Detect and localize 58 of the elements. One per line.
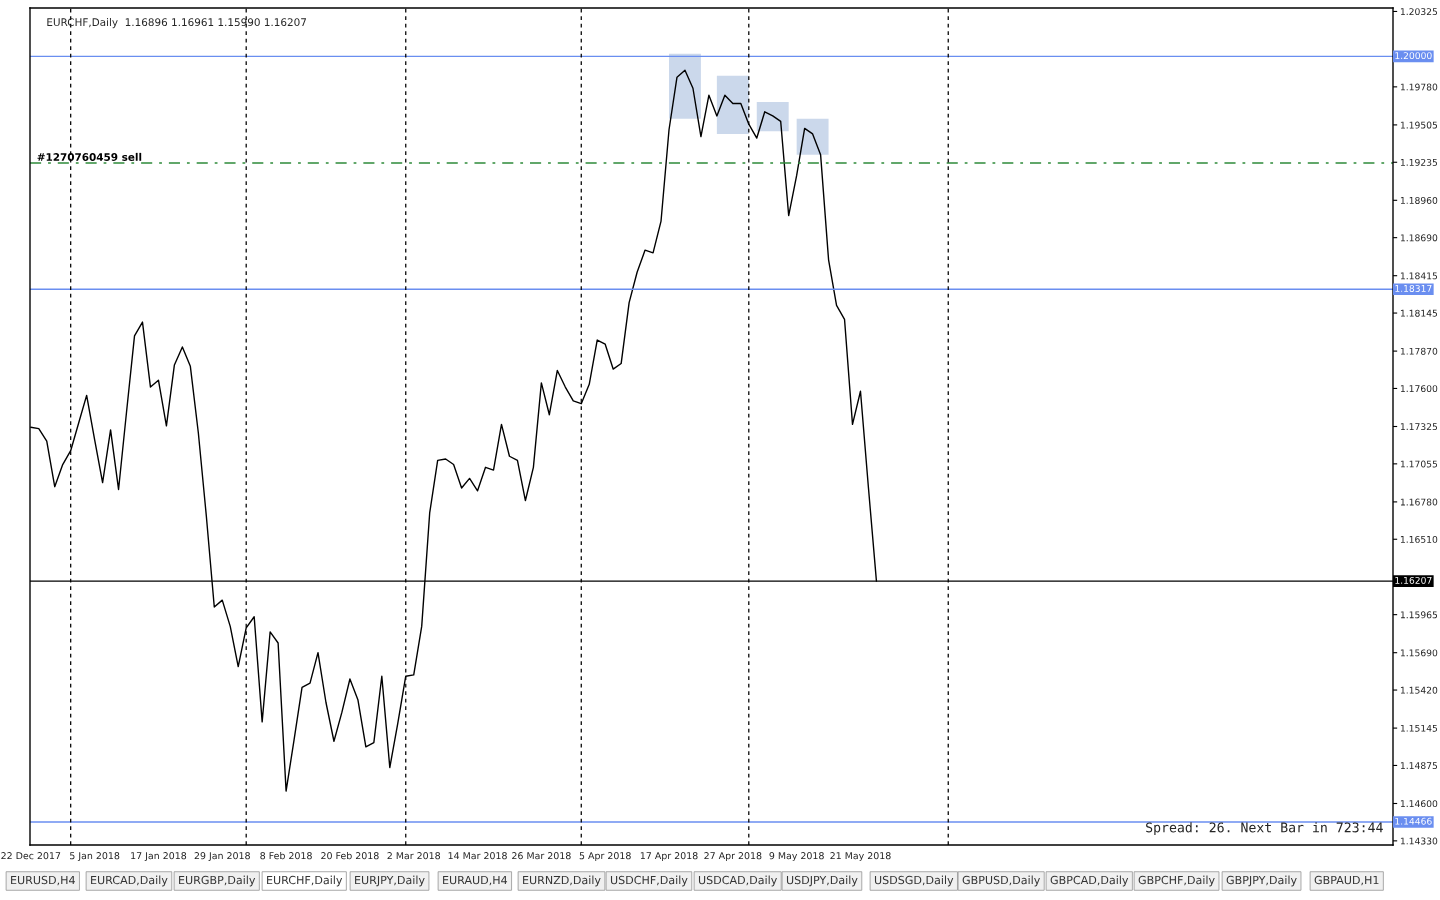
text: USDSGD,Daily [874,875,954,887]
text: USDCHF,Daily [610,875,688,887]
text: EURCHF,Daily 1.16896 1.16961 1.15990 1.16207 [47,18,307,29]
x-tick-label: 5 Apr 2018 [579,852,631,862]
ref-line-label: 1.18317 [1395,284,1432,292]
ref-line-label: 1.20000 [1395,52,1432,60]
x-tick-label: 26 Mar 2018 [512,852,571,860]
text: EURCAD,Daily [91,875,168,887]
y-tick-label: 1.17600 [1400,385,1438,393]
ref-line-label: 1.16207 [1395,576,1432,584]
y-tick-label: 1.19505 [1400,121,1438,129]
ref-line-label: 1.14466 [1395,817,1432,825]
x-tick-label: 14 Mar 2018 [448,852,507,860]
x-tick-label: 22 Dec 2017 [1,852,61,860]
y-tick-label: 1.16510 [1400,535,1438,543]
y-tick-label: 1.19780 [1400,83,1438,91]
text: GBPUSD,Daily [962,875,1040,887]
ref-line-label: #1270760459 sell [37,152,142,161]
x-tick-label: 17 Apr 2018 [640,852,698,862]
annotation: Spread: 26. Next Bar in 723:44 [1146,822,1383,835]
x-tick-label: 5 Jan 2018 [70,852,120,862]
y-tick-label: 1.15420 [1400,686,1438,694]
x-tick-label: 9 May 2018 [769,852,824,862]
y-tick-label: 1.14600 [1400,800,1438,808]
text: USDJPY,Daily [786,875,858,887]
y-tick-label: 1.17055 [1400,460,1438,468]
y-tick-label: 1.17325 [1400,423,1438,431]
y-tick-label: 1.18415 [1400,272,1438,280]
text: GBPAUD,H1 [1314,875,1379,886]
x-tick-label: 29 Jan 2018 [194,852,250,862]
text: GBPCAD,Daily [1050,875,1129,887]
text: USDCAD,Daily [698,875,777,887]
text: EURAUD,H4 [443,875,508,886]
text: EURJPY,Daily [355,875,425,887]
y-tick-label: 1.15690 [1400,649,1438,657]
y-tick-label: 1.18960 [1400,196,1438,204]
text: EURCHF,Daily [267,875,343,887]
y-tick-label: 1.18690 [1400,234,1438,242]
y-tick-label: 1.14330 [1400,837,1438,845]
text: EURGBP,Daily [179,875,256,887]
y-tick-label: 1.14875 [1400,762,1438,770]
x-tick-label: 21 May 2018 [830,852,891,862]
x-tick-label: 2 Mar 2018 [387,852,441,860]
x-tick-label: 20 Feb 2018 [321,851,379,860]
y-tick-label: 1.17870 [1400,347,1438,355]
y-tick-label: 1.18145 [1400,309,1438,317]
x-tick-label: 17 Jan 2018 [131,852,187,862]
x-tick-label: 27 Apr 2018 [704,852,762,862]
y-tick-label: 1.15965 [1400,611,1438,619]
text: EURUSD,H4 [11,875,75,886]
text: GBPJPY,Daily [1226,875,1297,887]
text: EURNZD,Daily [523,875,601,887]
y-tick-label: 1.16780 [1400,498,1438,506]
y-tick-label: 1.20325 [1400,8,1438,16]
x-tick-label: 8 Feb 2018 [260,851,312,860]
text: GBPCHF,Daily [1138,875,1215,887]
y-tick-label: 1.15145 [1400,724,1438,732]
y-tick-label: 1.19235 [1400,158,1438,166]
